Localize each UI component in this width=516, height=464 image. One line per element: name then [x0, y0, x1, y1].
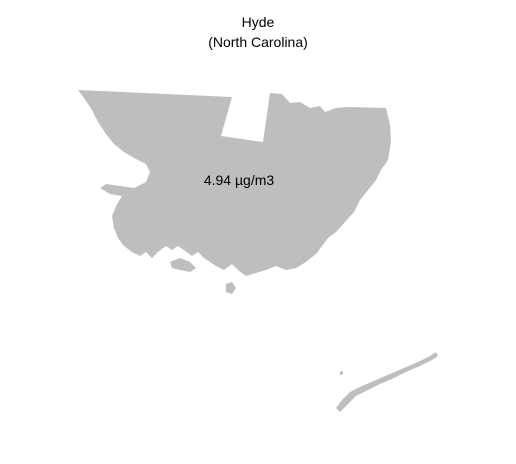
pollution-value-label: 4.94 µg/m3	[204, 172, 275, 188]
state-name: (North Carolina)	[208, 34, 308, 50]
county-island-shape	[170, 258, 196, 272]
county-name: Hyde	[241, 14, 275, 30]
county-island-shape	[226, 282, 236, 294]
map-title: Hyde (North Carolina)	[0, 12, 516, 52]
county-barrier-island-shape	[336, 352, 438, 412]
county-mainland-shape	[78, 90, 391, 276]
county-islet-shape	[340, 371, 343, 375]
